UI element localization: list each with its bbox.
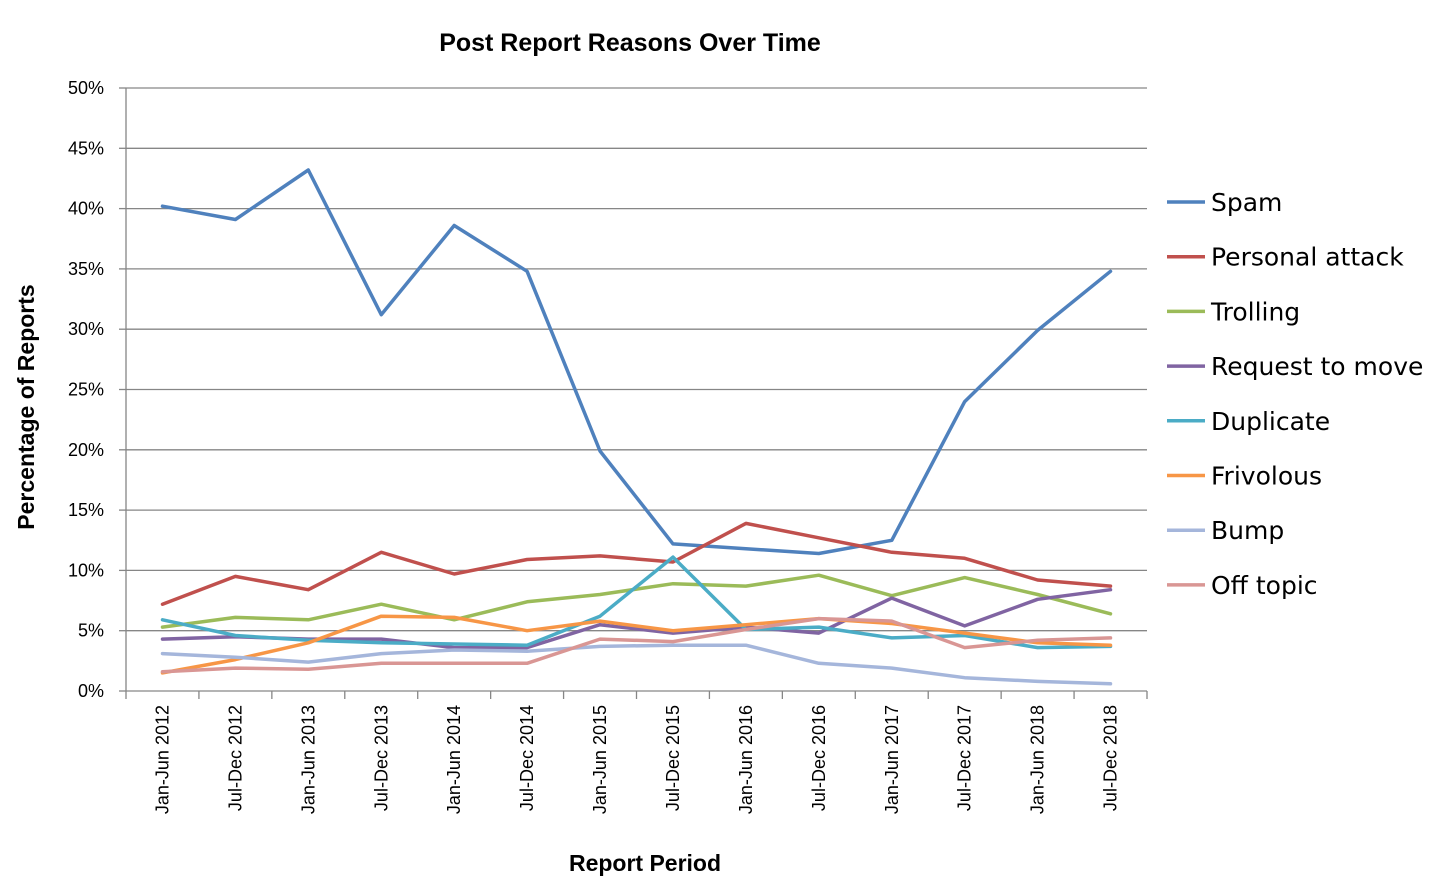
y-tick-label: 45% [68, 138, 104, 158]
x-tick-label: Jul-Dec 2017 [955, 705, 975, 811]
x-tick-label: Jul-Dec 2018 [1101, 705, 1121, 811]
legend-label-personal-attack: Personal attack [1211, 243, 1404, 272]
y-tick-label: 25% [68, 380, 104, 400]
x-tick-label: Jan-Jun 2012 [152, 705, 172, 814]
series-line-bump [160, 643, 1113, 686]
legend-label-duplicate: Duplicate [1211, 407, 1330, 436]
y-tick-label: 50% [68, 78, 104, 98]
legend-label-request-to-move: Request to move [1211, 352, 1423, 381]
y-axis-title: Percentage of Reports [13, 284, 39, 529]
x-tick-label: Jul-Dec 2015 [663, 705, 683, 811]
x-tick-label: Jul-Dec 2014 [517, 705, 537, 811]
y-tick-label: 35% [68, 259, 104, 279]
gridlines [119, 87, 1148, 699]
series-line-duplicate [160, 555, 1113, 650]
x-tick-label: Jan-Jun 2015 [590, 705, 610, 814]
y-tick-label: 0% [78, 681, 104, 701]
axes [125, 88, 1147, 692]
y-tick-label: 40% [68, 199, 104, 219]
legend-label-trolling: Trolling [1210, 297, 1300, 326]
x-axis-tick-labels: Jan-Jun 2012 Jul-Dec 2012 Jan-Jun 2013 Jul-… [152, 705, 1120, 814]
series-line-frivolous [160, 614, 1113, 675]
x-tick-label: Jan-Jun 2016 [736, 705, 756, 814]
x-tick-label: Jan-Jun 2018 [1028, 705, 1048, 814]
series-line-off-topic [160, 616, 1113, 674]
legend: Spam Personal attack Trolling Request to mo… [1167, 188, 1423, 600]
x-axis-title: Report Period [569, 850, 721, 876]
y-tick-label: 5% [78, 621, 104, 641]
legend-label-bump: Bump [1211, 516, 1284, 545]
y-tick-label: 30% [68, 319, 104, 339]
x-tick-label: Jul-Dec 2013 [371, 705, 391, 811]
x-tick-label: Jan-Jun 2014 [444, 705, 464, 814]
y-tick-label: 15% [68, 500, 104, 520]
x-tick-label: Jan-Jun 2017 [882, 705, 902, 814]
legend-label-off-topic: Off topic [1211, 571, 1318, 600]
x-tick-label: Jul-Dec 2012 [225, 705, 245, 811]
series-line-trolling [160, 573, 1113, 629]
y-tick-label: 20% [68, 440, 104, 460]
y-tick-label: 10% [68, 560, 104, 580]
series-lines [160, 168, 1113, 686]
x-tick-label: Jul-Dec 2016 [809, 705, 829, 811]
chart-title: Post Report Reasons Over Time [439, 29, 821, 57]
y-axis-tick-labels: 0% 5% 10% 15% 20% 25% 30% 35% 40% 45% 50% [68, 78, 104, 701]
legend-label-frivolous: Frivolous [1211, 462, 1322, 491]
series-line-personal-attack [160, 521, 1113, 606]
series-line-spam [160, 168, 1113, 556]
legend-label-spam: Spam [1211, 188, 1282, 217]
x-tick-label: Jan-Jun 2013 [298, 705, 318, 814]
